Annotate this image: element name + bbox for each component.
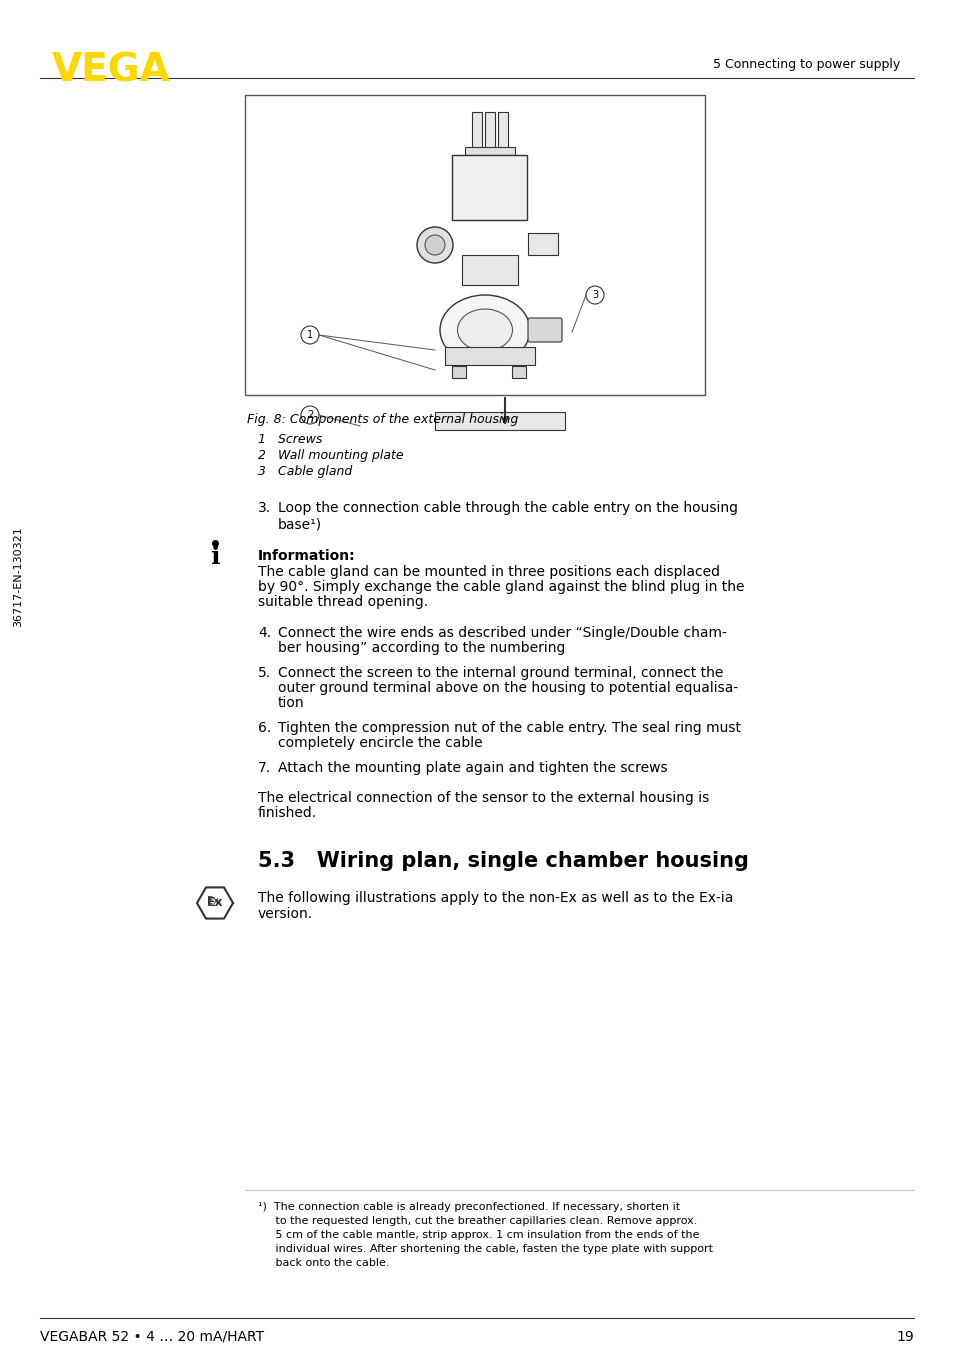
Text: Ex: Ex [207, 896, 218, 906]
Text: 3   Cable gland: 3 Cable gland [257, 464, 352, 478]
FancyBboxPatch shape [484, 112, 495, 150]
FancyBboxPatch shape [472, 112, 481, 150]
FancyBboxPatch shape [527, 318, 561, 343]
Text: 7.: 7. [257, 761, 271, 774]
Ellipse shape [439, 295, 530, 366]
Text: by 90°. Simply exchange the cable gland against the blind plug in the: by 90°. Simply exchange the cable gland … [257, 580, 743, 594]
Text: back onto the cable.: back onto the cable. [257, 1258, 389, 1267]
Text: 3.: 3. [257, 501, 271, 515]
Text: 19: 19 [895, 1330, 913, 1345]
Text: Tighten the compression nut of the cable entry. The seal ring must: Tighten the compression nut of the cable… [277, 720, 740, 735]
FancyBboxPatch shape [444, 347, 535, 366]
Text: The cable gland can be mounted in three positions each displaced: The cable gland can be mounted in three … [257, 565, 720, 580]
Text: individual wires. After shortening the cable, fasten the type plate with support: individual wires. After shortening the c… [257, 1244, 712, 1254]
Text: 5.: 5. [257, 666, 271, 680]
FancyBboxPatch shape [497, 112, 507, 150]
Text: Attach the mounting plate again and tighten the screws: Attach the mounting plate again and tigh… [277, 761, 667, 774]
Text: The following illustrations apply to the non-Ex as well as to the Ex-ia: The following illustrations apply to the… [257, 891, 733, 904]
Text: VEGABAR 52 • 4 … 20 mA/HART: VEGABAR 52 • 4 … 20 mA/HART [40, 1330, 264, 1345]
Text: 5 Connecting to power supply: 5 Connecting to power supply [712, 58, 899, 70]
Circle shape [416, 227, 453, 263]
FancyBboxPatch shape [527, 233, 558, 255]
Ellipse shape [457, 309, 512, 351]
Text: 6.: 6. [257, 720, 271, 735]
Text: 36717-EN-130321: 36717-EN-130321 [13, 527, 23, 627]
Text: tion: tion [277, 696, 304, 709]
Circle shape [301, 406, 318, 424]
Text: outer ground terminal above on the housing to potential equalisa-: outer ground terminal above on the housi… [277, 681, 738, 695]
FancyBboxPatch shape [512, 366, 525, 378]
FancyBboxPatch shape [464, 148, 515, 154]
FancyBboxPatch shape [461, 255, 517, 284]
Text: version.: version. [257, 907, 313, 921]
Text: 5.3   Wiring plan, single chamber housing: 5.3 Wiring plan, single chamber housing [257, 852, 748, 871]
Text: i: i [210, 546, 219, 569]
Text: ¹)  The connection cable is already preconfectioned. If necessary, shorten it: ¹) The connection cable is already preco… [257, 1202, 679, 1212]
Text: Information:: Information: [257, 548, 355, 563]
Text: 2: 2 [307, 410, 313, 420]
Text: base¹): base¹) [277, 517, 322, 531]
Circle shape [301, 326, 318, 344]
Text: 3: 3 [591, 290, 598, 301]
Text: 4.: 4. [257, 626, 271, 640]
Text: 1   Screws: 1 Screws [257, 433, 322, 445]
Text: Loop the connection cable through the cable entry on the housing: Loop the connection cable through the ca… [277, 501, 738, 515]
Circle shape [585, 286, 603, 305]
Text: Connect the screen to the internal ground terminal, connect the: Connect the screen to the internal groun… [277, 666, 722, 680]
Text: VEGA: VEGA [52, 51, 171, 89]
Text: 2   Wall mounting plate: 2 Wall mounting plate [257, 450, 403, 462]
FancyBboxPatch shape [452, 154, 526, 219]
Text: to the requested length, cut the breather capillaries clean. Remove approx.: to the requested length, cut the breathe… [257, 1216, 697, 1225]
Text: 5 cm of the cable mantle, strip approx. 1 cm insulation from the ends of the: 5 cm of the cable mantle, strip approx. … [257, 1229, 699, 1240]
FancyBboxPatch shape [452, 366, 465, 378]
FancyBboxPatch shape [245, 95, 704, 395]
Text: ber housing” according to the numbering: ber housing” according to the numbering [277, 640, 565, 655]
Text: Connect the wire ends as described under “Single/Double cham-: Connect the wire ends as described under… [277, 626, 726, 640]
Text: completely encircle the cable: completely encircle the cable [277, 737, 482, 750]
Text: The electrical connection of the sensor to the external housing is: The electrical connection of the sensor … [257, 791, 708, 806]
Text: Fig. 8: Components of the external housing: Fig. 8: Components of the external housi… [247, 413, 517, 427]
Text: Ex: Ex [207, 896, 223, 910]
Circle shape [424, 236, 444, 255]
Text: finished.: finished. [257, 806, 316, 821]
Text: suitable thread opening.: suitable thread opening. [257, 594, 428, 609]
Text: 1: 1 [307, 330, 313, 340]
FancyBboxPatch shape [435, 412, 564, 431]
